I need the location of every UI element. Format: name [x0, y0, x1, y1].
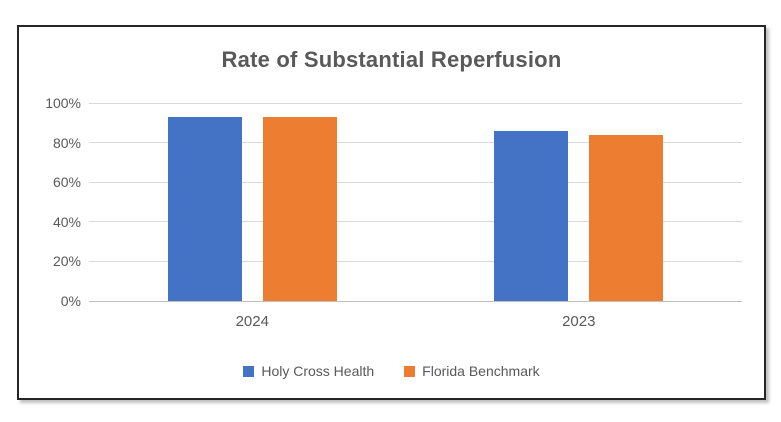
legend: Holy Cross Health Florida Benchmark [19, 363, 764, 379]
y-tick-label: 40% [52, 213, 81, 230]
gridline [89, 221, 742, 223]
y-tick-label: 60% [52, 174, 81, 191]
y-tick-label: 80% [52, 134, 81, 151]
legend-label: Holy Cross Health [261, 363, 375, 379]
chart-object-frame[interactable]: Rate of Substantial Reperfusion 0% 20% 40%… [17, 25, 766, 400]
gridline [89, 260, 742, 262]
gridline [89, 102, 742, 104]
legend-swatch-icon [243, 365, 255, 377]
x-axis-line [89, 300, 742, 302]
legend-label: Florida Benchmark [422, 363, 540, 379]
bar-group-2023 [416, 103, 743, 301]
plot-area [89, 102, 742, 302]
x-category-label-2023: 2023 [562, 313, 596, 330]
bar-holy-cross-health-2024 [167, 116, 242, 301]
bar-group-2024 [89, 103, 416, 301]
legend-item-holy-cross-health: Holy Cross Health [243, 363, 374, 379]
gridline [89, 181, 742, 183]
y-tick-label: 20% [52, 253, 81, 270]
y-tick-label: 0% [60, 293, 81, 309]
x-axis-labels: 2024 2023 [89, 313, 742, 330]
bar-holy-cross-health-2023 [494, 130, 569, 301]
x-category-label-2024: 2024 [235, 313, 269, 330]
legend-swatch-icon [404, 365, 416, 377]
y-tick-label: 100% [45, 95, 81, 111]
bar-florida-benchmark-2023 [589, 134, 664, 301]
bar-groups [89, 103, 742, 301]
bar-florida-benchmark-2024 [262, 116, 337, 301]
chart-title: Rate of Substantial Reperfusion [221, 47, 562, 72]
legend-item-florida-benchmark: Florida Benchmark [404, 363, 540, 379]
gridline [89, 142, 742, 144]
